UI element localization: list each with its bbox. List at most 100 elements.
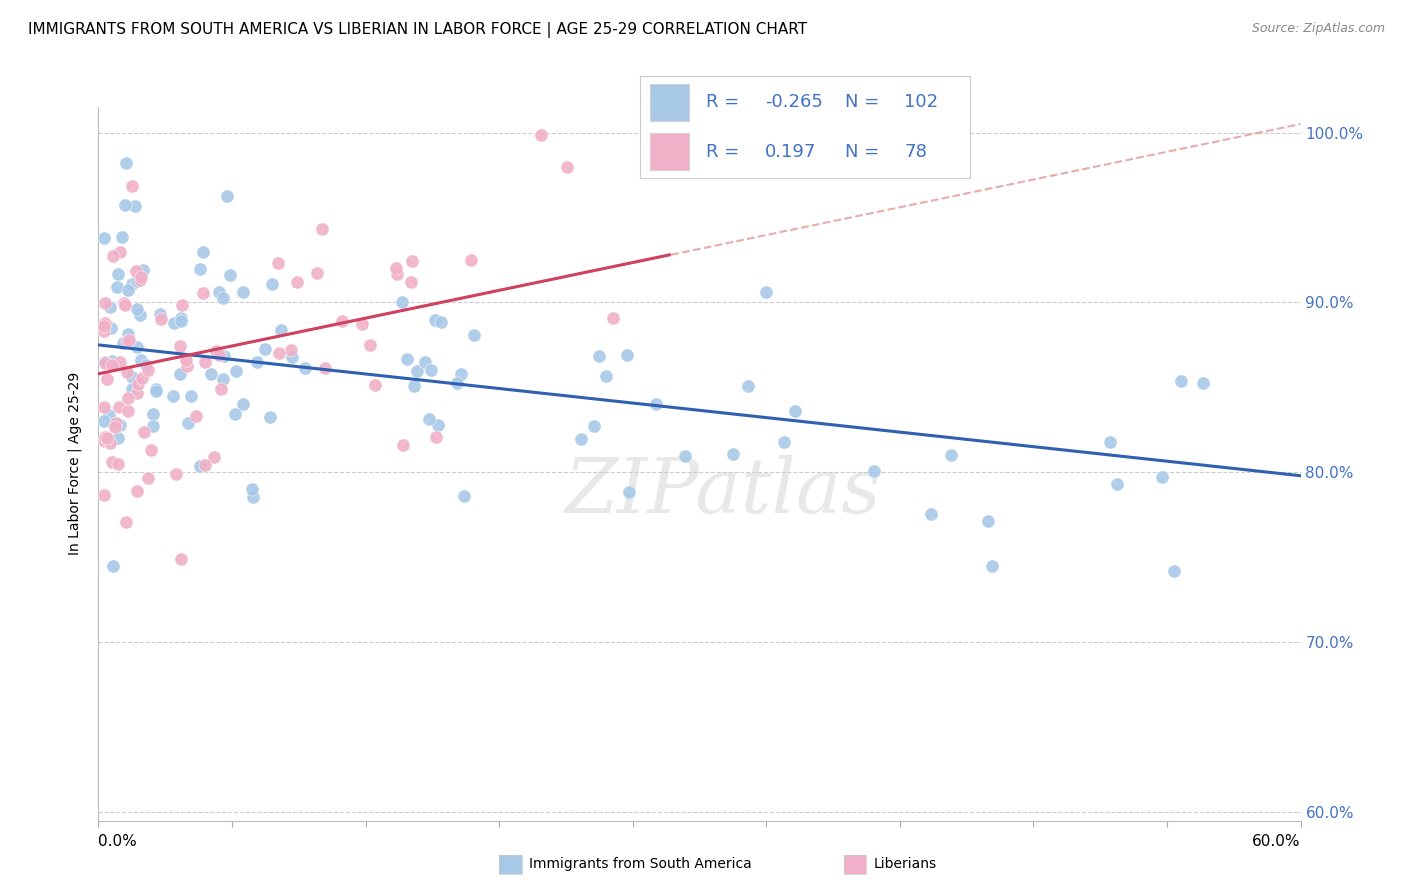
Point: [107, 457, 129, 471]
Point: [131, 352, 153, 367]
Point: [129, 308, 152, 322]
Point: [98, 300, 121, 314]
Point: [644, 397, 666, 411]
Point: [737, 379, 759, 393]
Point: [401, 254, 423, 268]
Point: [460, 253, 482, 268]
Text: Immigrants from South America: Immigrants from South America: [529, 857, 751, 871]
Point: [93, 400, 115, 414]
Point: [205, 344, 228, 359]
Point: [529, 128, 551, 142]
Point: [426, 418, 449, 433]
Point: [108, 244, 131, 259]
Point: [555, 160, 578, 174]
Point: [1107, 476, 1129, 491]
Point: [132, 263, 155, 277]
Point: [125, 274, 148, 288]
Point: [240, 482, 263, 496]
Point: [262, 277, 284, 291]
Point: [108, 354, 131, 368]
Point: [170, 552, 193, 566]
Point: [117, 283, 139, 297]
Point: [269, 346, 291, 360]
Point: [1150, 470, 1173, 484]
Point: [385, 268, 408, 282]
Point: [673, 449, 696, 463]
Point: [111, 229, 134, 244]
Point: [93, 433, 115, 447]
Point: [616, 348, 638, 362]
Point: [406, 363, 429, 377]
Point: [209, 383, 232, 397]
Point: [772, 434, 794, 449]
Text: 102: 102: [904, 94, 938, 112]
Point: [169, 368, 191, 382]
Point: [208, 285, 231, 300]
Point: [364, 378, 387, 392]
FancyBboxPatch shape: [650, 133, 689, 170]
Point: [121, 382, 143, 396]
Point: [217, 189, 239, 203]
Point: [311, 221, 333, 235]
Point: [941, 448, 963, 462]
Point: [232, 397, 254, 411]
Point: [1170, 374, 1192, 388]
Point: [94, 296, 117, 310]
Point: [391, 438, 413, 452]
Point: [232, 285, 254, 299]
Point: [101, 559, 124, 574]
Point: [142, 407, 165, 421]
Point: [121, 370, 143, 384]
Point: [150, 311, 173, 326]
Point: [463, 327, 485, 342]
Point: [399, 275, 422, 289]
Point: [93, 488, 115, 502]
Point: [280, 343, 302, 357]
Point: [93, 324, 115, 338]
Point: [267, 256, 290, 270]
Point: [225, 364, 247, 378]
Point: [145, 384, 167, 399]
Point: [270, 323, 292, 337]
Point: [595, 368, 617, 383]
Point: [145, 382, 167, 396]
Text: N =: N =: [845, 143, 879, 161]
Text: ZIPatlas: ZIPatlas: [565, 456, 882, 529]
Point: [93, 318, 115, 333]
Text: 78: 78: [904, 143, 927, 161]
Point: [350, 317, 373, 331]
Point: [259, 409, 281, 424]
Point: [142, 419, 165, 434]
Point: [423, 313, 446, 327]
Point: [107, 431, 129, 445]
Point: [188, 262, 211, 277]
Point: [163, 316, 186, 330]
Point: [721, 447, 744, 461]
Point: [294, 361, 316, 376]
Point: [114, 198, 136, 212]
Point: [101, 354, 124, 368]
Point: [602, 311, 624, 326]
Point: [617, 485, 640, 500]
Point: [287, 275, 309, 289]
Point: [569, 432, 592, 446]
Point: [94, 316, 117, 330]
Point: [98, 408, 121, 422]
Point: [1163, 564, 1185, 578]
Point: [170, 310, 193, 325]
Point: [281, 350, 304, 364]
Point: [105, 417, 128, 431]
Point: [446, 376, 468, 390]
Point: [114, 155, 136, 169]
Text: N =: N =: [845, 94, 879, 112]
Point: [101, 248, 124, 262]
Point: [1099, 435, 1122, 450]
Point: [212, 291, 235, 305]
Point: [93, 231, 115, 245]
Point: [211, 372, 233, 386]
Point: [176, 416, 198, 430]
Text: 0.0%: 0.0%: [98, 834, 138, 849]
Point: [108, 418, 131, 433]
Point: [141, 443, 163, 458]
Point: [193, 245, 215, 260]
